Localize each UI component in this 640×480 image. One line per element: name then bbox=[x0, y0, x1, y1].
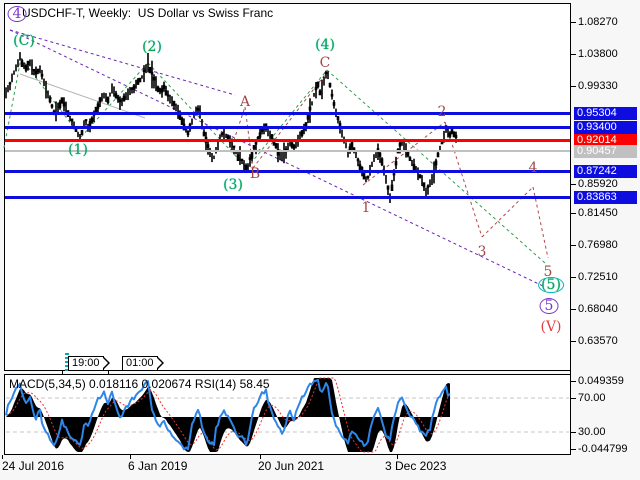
price-level-line-resistance[interactable] bbox=[5, 112, 570, 115]
price-axis-label: 1.08270 bbox=[578, 16, 618, 28]
price-axis-label: 0.81450 bbox=[578, 207, 618, 219]
price-level-badge[interactable]: 0.95304 bbox=[574, 107, 637, 120]
right-axis-line bbox=[570, 3, 571, 455]
wave-label-5[interactable]: 5 bbox=[539, 298, 559, 314]
time-marker-button[interactable]: 01:00 bbox=[122, 356, 163, 371]
indicator-axis-tickmark bbox=[571, 449, 576, 450]
price-axis-tickmark bbox=[571, 86, 576, 87]
price-level-badge[interactable]: 0.87242 bbox=[574, 165, 637, 178]
price-level-line-resistance[interactable] bbox=[5, 126, 570, 129]
indicator-label: MACD(5,34,5) 0.018116 0.020674 RSI(14) 5… bbox=[9, 377, 270, 391]
wave-label-4[interactable]: (4) bbox=[315, 37, 335, 53]
axis-minor-tick bbox=[108, 370, 109, 375]
price-axis-tickmark bbox=[571, 277, 576, 278]
indicator-axis-label: 30.00 bbox=[578, 426, 606, 438]
price-axis-label: 0.99330 bbox=[578, 80, 618, 92]
wave-label-5[interactable]: (5) bbox=[538, 277, 564, 293]
indicator-axis-tickmark bbox=[571, 381, 576, 382]
price-axis-label: 0.68040 bbox=[578, 303, 618, 315]
chart-title: USDCHF-T, Weekly: US Dollar vs Swiss Fra… bbox=[22, 6, 274, 20]
wave-label-C[interactable]: (C) bbox=[13, 33, 35, 49]
chart-scroll-handle[interactable] bbox=[65, 353, 69, 372]
price-level-line-current-price[interactable] bbox=[5, 139, 570, 142]
indicator-axis-label: 70.00 bbox=[578, 392, 606, 404]
date-label: 20 Jun 2021 bbox=[258, 459, 325, 473]
price-level-badge[interactable]: 0.90457 bbox=[574, 145, 637, 158]
price-level-badge[interactable]: 0.83863 bbox=[574, 191, 637, 204]
date-tickmark bbox=[260, 455, 261, 459]
price-axis-tickmark bbox=[571, 341, 576, 342]
price-axis-tickmark bbox=[571, 184, 576, 185]
wave-label-A[interactable]: A bbox=[239, 94, 251, 110]
price-level-line-support[interactable] bbox=[5, 170, 570, 173]
wave-label-2[interactable]: (2) bbox=[142, 39, 162, 55]
indicator-axis-label: -0.044799 bbox=[578, 443, 628, 455]
wave-label-V[interactable]: (V) bbox=[540, 319, 562, 335]
price-axis-label: 0.76980 bbox=[578, 239, 618, 251]
axis-minor-tick bbox=[62, 370, 63, 375]
price-axis-tickmark bbox=[571, 213, 576, 214]
wave-label-1[interactable]: 1 bbox=[361, 200, 371, 216]
price-level-line-interim[interactable] bbox=[5, 150, 570, 152]
wave-label-C[interactable]: C bbox=[319, 55, 331, 71]
price-axis-label: 1.03800 bbox=[578, 48, 618, 60]
wave-label-5[interactable]: 5 bbox=[543, 264, 553, 280]
wave-label-3[interactable]: 3 bbox=[477, 244, 487, 260]
price-axis-tickmark bbox=[571, 22, 576, 23]
date-tickmark bbox=[2, 455, 3, 459]
wave-label-4[interactable]: 4 bbox=[7, 6, 27, 22]
indicator-axis-label: 0.049359 bbox=[578, 375, 624, 387]
price-level-badge[interactable]: 0.92014 bbox=[574, 134, 637, 147]
price-axis-label: 0.72510 bbox=[578, 271, 618, 283]
price-level-line-support[interactable] bbox=[5, 196, 570, 199]
price-level-badge[interactable]: 0.93400 bbox=[574, 121, 637, 134]
date-label: 6 Jan 2019 bbox=[128, 459, 188, 473]
price-axis-tickmark bbox=[571, 54, 576, 55]
wave-label-B[interactable]: B bbox=[249, 166, 261, 182]
wave-label-3[interactable]: (3) bbox=[223, 177, 243, 193]
time-marker-button[interactable]: 19:00 bbox=[68, 356, 109, 371]
date-label: 3 Dec 2023 bbox=[385, 459, 447, 473]
wave-label-4[interactable]: 4 bbox=[528, 160, 538, 176]
indicator-axis-tickmark bbox=[571, 432, 576, 433]
indicator-axis-tickmark bbox=[571, 398, 576, 399]
date-tickmark bbox=[130, 455, 131, 459]
price-axis-label: 0.85920 bbox=[578, 178, 618, 190]
price-chart-panel[interactable] bbox=[4, 3, 571, 371]
date-label: 24 Jul 2016 bbox=[2, 459, 65, 473]
date-tickmark bbox=[397, 455, 398, 459]
price-axis-label: 0.63570 bbox=[578, 335, 618, 347]
wave-label-1[interactable]: (1) bbox=[68, 142, 88, 158]
price-axis-tickmark bbox=[571, 245, 576, 246]
price-axis-tickmark bbox=[571, 309, 576, 310]
wave-label-2[interactable]: 2 bbox=[437, 104, 447, 120]
